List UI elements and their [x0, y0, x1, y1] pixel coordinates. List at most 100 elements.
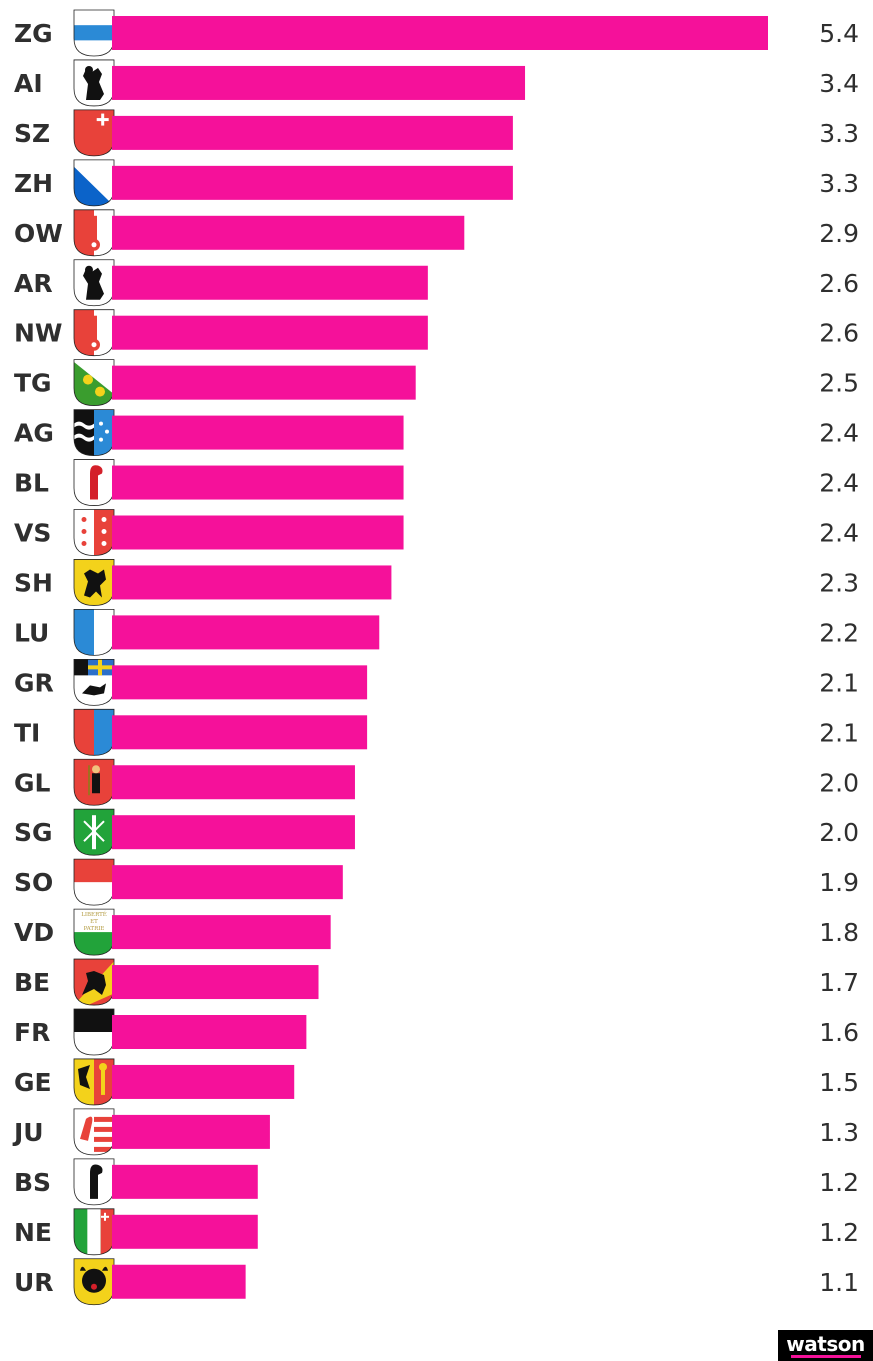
category-label: BE	[14, 968, 50, 997]
fribourg-crest-icon	[73, 1008, 115, 1056]
bar-row: OW 2.9	[14, 209, 859, 257]
value-label: 1.5	[819, 1068, 859, 1097]
bar	[112, 765, 355, 800]
bar-row: AI 3.4	[14, 59, 859, 107]
graubuenden-crest-icon	[73, 658, 115, 706]
category-label: LU	[14, 618, 49, 647]
bar	[112, 565, 392, 600]
bar	[112, 665, 368, 700]
value-label: 2.0	[819, 818, 859, 847]
basel-land-crest-icon	[73, 459, 115, 506]
bar-row: JU 1.3	[12, 1108, 859, 1156]
value-label: 2.1	[819, 668, 859, 697]
value-label: 1.1	[819, 1268, 859, 1297]
bar	[112, 615, 380, 650]
value-label: 2.4	[819, 469, 859, 498]
bar-row: GL 2.0	[14, 758, 859, 806]
bar	[112, 715, 368, 750]
value-label: 1.3	[819, 1118, 859, 1147]
bar	[112, 415, 404, 450]
bar	[112, 215, 465, 250]
basel-stadt-crest-icon	[73, 1158, 115, 1206]
logo-accent-bar	[790, 1354, 861, 1358]
svg-text:LIBERTÉ: LIBERTÉ	[81, 910, 107, 918]
bar-row: LU 2.2	[14, 609, 859, 656]
jura-crest-icon	[73, 1108, 115, 1156]
category-label: UR	[14, 1268, 54, 1297]
bar	[112, 265, 428, 300]
bar	[112, 465, 404, 500]
value-label: 1.2	[819, 1168, 859, 1197]
category-label: TI	[14, 718, 40, 747]
bar	[112, 365, 416, 400]
obwalden-crest-icon	[73, 209, 115, 257]
category-label: GL	[14, 768, 51, 797]
bar-row: UR 1.1	[14, 1258, 859, 1306]
svg-text:ET: ET	[90, 919, 98, 925]
bar-row: SG 2.0	[14, 808, 859, 856]
category-label: AG	[14, 419, 54, 448]
value-label: 2.2	[819, 618, 859, 647]
ticino-crest-icon	[73, 708, 115, 756]
value-label: 1.6	[819, 1018, 859, 1047]
zug-crest-icon	[73, 9, 115, 57]
category-label: SO	[14, 868, 53, 897]
bar-row: NE 1.2	[14, 1208, 859, 1256]
category-label: NE	[14, 1218, 52, 1247]
bar	[112, 65, 526, 100]
bar	[112, 1015, 307, 1049]
chart-rows: ZG 5.4 AI 3.4 SZ 3.3 ZH 3.3 OW 2.9 AR 2.6 NW 2.6 TG 2.5…	[12, 9, 859, 1306]
bar-row: SZ 3.3	[14, 109, 859, 157]
value-label: 1.2	[819, 1218, 859, 1247]
bar	[112, 965, 319, 1000]
category-label: NW	[14, 319, 63, 348]
bar-row: ZH 3.3	[14, 159, 859, 207]
bar-row: VS 2.4	[14, 509, 859, 556]
value-label: 3.4	[819, 69, 859, 98]
value-label: 3.3	[819, 169, 859, 198]
bar-row: NW 2.6	[14, 309, 859, 357]
bar	[112, 515, 404, 550]
category-label: AR	[14, 269, 53, 298]
bar-row: AG 2.4	[14, 409, 859, 457]
watson-logo: watson	[778, 1330, 873, 1361]
bar-row: GR 2.1	[14, 658, 859, 706]
bar	[112, 1214, 258, 1249]
value-label: 2.0	[819, 768, 859, 797]
st-gallen-crest-icon	[73, 808, 115, 856]
category-label: GE	[14, 1068, 52, 1097]
bar-row: AR 2.6	[14, 259, 859, 307]
uri-crest-icon	[73, 1258, 115, 1306]
bar-row: GE 1.5	[14, 1058, 859, 1106]
schwyz-crest-icon	[73, 109, 115, 157]
category-label: VS	[14, 519, 51, 548]
geneva-crest-icon	[73, 1058, 115, 1106]
category-label: SG	[14, 818, 53, 847]
category-label: FR	[14, 1018, 50, 1047]
solothurn-crest-icon	[73, 858, 115, 906]
logo-text: watson	[786, 1331, 865, 1356]
bar	[112, 165, 513, 200]
value-label: 3.3	[819, 119, 859, 148]
value-label: 2.6	[819, 269, 859, 298]
aargau-crest-icon	[73, 409, 115, 457]
bar	[112, 1264, 246, 1299]
bar	[112, 865, 343, 900]
bar-row: TI 2.1	[14, 708, 859, 756]
category-label: ZH	[14, 169, 53, 198]
bar-row: BL 2.4	[14, 459, 859, 506]
value-label: 2.5	[819, 369, 859, 398]
glarus-crest-icon	[73, 758, 115, 806]
category-label: SZ	[14, 119, 50, 148]
category-label: GR	[14, 668, 54, 697]
category-label: VD	[14, 918, 54, 947]
appenzell-ausserrhoden-crest-icon	[73, 259, 115, 307]
appenzell-innerrhoden-crest-icon	[73, 59, 115, 107]
bar-row: SH 2.3	[14, 559, 859, 606]
category-label: OW	[14, 219, 63, 248]
value-label: 2.1	[819, 718, 859, 747]
bar-row: BS 1.2	[14, 1158, 859, 1206]
